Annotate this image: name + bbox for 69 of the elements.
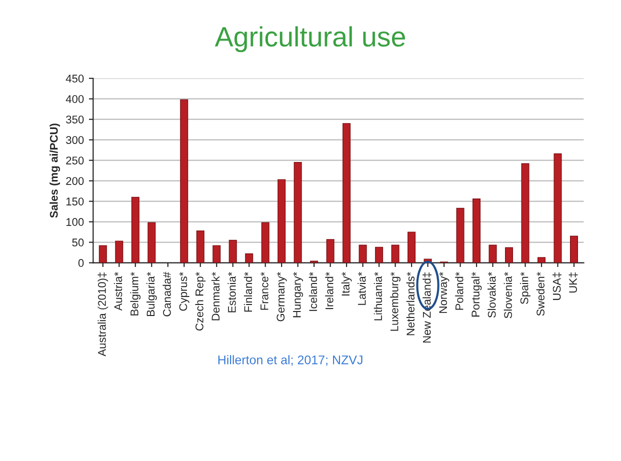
y-tick-label: 100	[66, 218, 84, 226]
x-tick-label: Poland*	[455, 272, 464, 310]
bar	[98, 245, 107, 263]
text: Hillerton et al; 2017; NZVJ	[218, 355, 362, 366]
x-tick-label: USA‡	[552, 272, 562, 300]
x-tick-label: Cyprus*	[179, 272, 190, 311]
x-tick-label: Italy*	[341, 272, 352, 296]
x-tick-label: Estonia*	[228, 272, 236, 312]
bar	[245, 253, 254, 263]
bar	[228, 240, 237, 263]
x-tick-label: Denmark*	[211, 272, 220, 320]
bar	[488, 244, 497, 263]
x-tick-label: Belgium*	[130, 272, 141, 316]
x-tick-label: Ireland*	[325, 272, 334, 310]
x-tick-label: Australia (2010)‡	[98, 272, 108, 356]
x-tick-label: Norway*	[439, 272, 450, 313]
x-tick-label: Iceland*	[308, 272, 318, 311]
bar	[131, 196, 140, 263]
bar	[342, 123, 351, 263]
x-tick-label: Czech Rep*	[195, 272, 206, 331]
bar	[456, 208, 464, 263]
x-tick-label: Luxemburg*	[390, 272, 400, 331]
x-tick-label: Portugal*	[471, 272, 482, 317]
bar	[554, 153, 562, 263]
x-tick-label: UK‡	[568, 272, 578, 293]
x-tick-label: Canada#	[162, 272, 171, 316]
x-tick-label: France*	[260, 272, 268, 310]
x-tick-label: Hungary*	[293, 272, 304, 318]
x-tick-label: Austria*	[114, 272, 122, 311]
x-tick-label: Latvia*	[358, 272, 366, 305]
x-tick-label: Sweden*	[536, 272, 544, 316]
x-tick-label: Lithuania*	[374, 272, 382, 320]
bar	[212, 245, 221, 263]
bar	[148, 222, 156, 263]
y-tick-label: 350	[66, 116, 84, 124]
y-tick-label: 250	[66, 156, 84, 164]
y-tick-label: 150	[66, 198, 84, 206]
bar	[358, 244, 367, 263]
bar	[278, 179, 286, 263]
x-tick-label: Bulgaria*	[146, 272, 157, 316]
bar	[261, 222, 270, 263]
x-tick-label: Spain*	[520, 272, 530, 304]
y-tick-label: 0	[78, 259, 84, 267]
x-tick-label: Slovakia*	[488, 272, 496, 318]
y-tick-label: 400	[66, 95, 84, 103]
x-tick-label: Slovenia*	[504, 272, 512, 318]
bar	[538, 257, 546, 263]
y-tick-label: 450	[66, 74, 84, 83]
bar	[472, 198, 481, 263]
bar	[505, 247, 514, 263]
bar	[326, 239, 334, 263]
x-tick-label: Germany*	[276, 272, 287, 322]
x-tick-label: Netherlands*	[406, 272, 415, 336]
bar	[115, 240, 124, 263]
y-tick-label: 300	[66, 136, 84, 144]
bar	[570, 236, 578, 263]
bar	[391, 244, 400, 263]
y-axis-title: Sales (mg ai/PCU)	[50, 124, 60, 218]
bar	[375, 246, 384, 263]
y-tick-label: 50	[72, 238, 84, 246]
bar	[180, 99, 188, 263]
x-tick-label: Finland*	[244, 272, 252, 312]
x-tick-label: New Zealand‡	[422, 272, 432, 343]
bar	[294, 162, 302, 263]
y-tick-label: 200	[66, 177, 84, 185]
bar	[196, 230, 204, 263]
chart-title: Agricultural use	[214, 26, 405, 52]
bar	[521, 163, 530, 263]
bar	[408, 232, 416, 263]
